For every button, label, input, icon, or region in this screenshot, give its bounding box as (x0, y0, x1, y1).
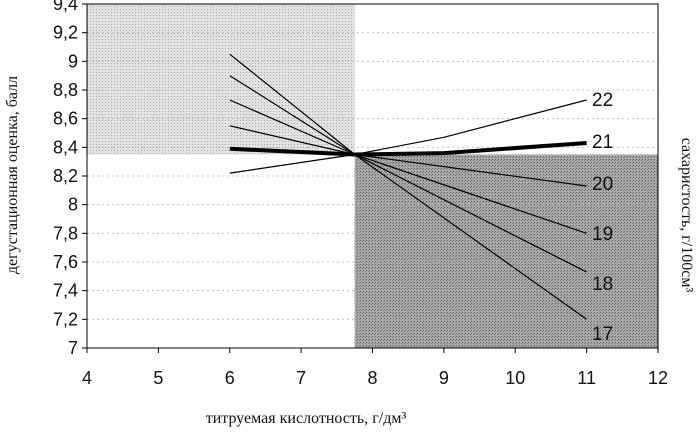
y-tick-label: 7,8 (53, 223, 78, 243)
series-label-19: 19 (592, 224, 613, 245)
series-label-21: 21 (592, 132, 613, 153)
x-tick-label: 9 (439, 368, 449, 388)
x-tick-label: 4 (82, 368, 92, 388)
x-tick-label: 7 (296, 368, 306, 388)
x-tick-label: 10 (505, 368, 525, 388)
y-tick-label: 7,6 (53, 252, 78, 272)
y-tick-label: 9,2 (53, 23, 78, 43)
y-axis-title: дегустационная оценка, балл (4, 76, 21, 274)
y-tick-label: 8,4 (53, 137, 78, 157)
x-tick-label: 12 (648, 368, 668, 388)
y-tick-label: 8 (68, 195, 78, 215)
x-tick-label: 6 (225, 368, 235, 388)
y2-axis-title: сахаристость, г/100см³ (678, 138, 695, 293)
y-tick-label: 8,8 (53, 80, 78, 100)
y-tick-label: 9,4 (53, 0, 78, 14)
series-label-18: 18 (592, 274, 613, 295)
y-tick-label: 7 (68, 338, 78, 358)
series-label-17: 17 (592, 324, 613, 345)
x-axis-title: титруемая кислотность, г/дм³ (206, 410, 407, 427)
y-tick-label: 7,2 (53, 309, 78, 329)
shaded-region-light (87, 4, 355, 155)
x-axis-ticks: 4 5 6 7 8 9 10 11 12 (82, 348, 668, 388)
y-axis-ticks: 7 7,2 7,4 7,6 7,8 8 8,2 8,4 8,6 8,8 9 9,2 9,4 (53, 0, 87, 358)
series-label-22: 22 (592, 90, 613, 111)
x-tick-label: 5 (153, 368, 163, 388)
series-label-20: 20 (592, 174, 613, 195)
y-tick-label: 7,4 (53, 281, 78, 301)
x-tick-label: 8 (367, 368, 377, 388)
y-tick-label: 9 (68, 51, 78, 71)
y-tick-label: 8,2 (53, 166, 78, 186)
x-tick-label: 11 (577, 368, 596, 388)
y-tick-label: 8,6 (53, 109, 78, 129)
